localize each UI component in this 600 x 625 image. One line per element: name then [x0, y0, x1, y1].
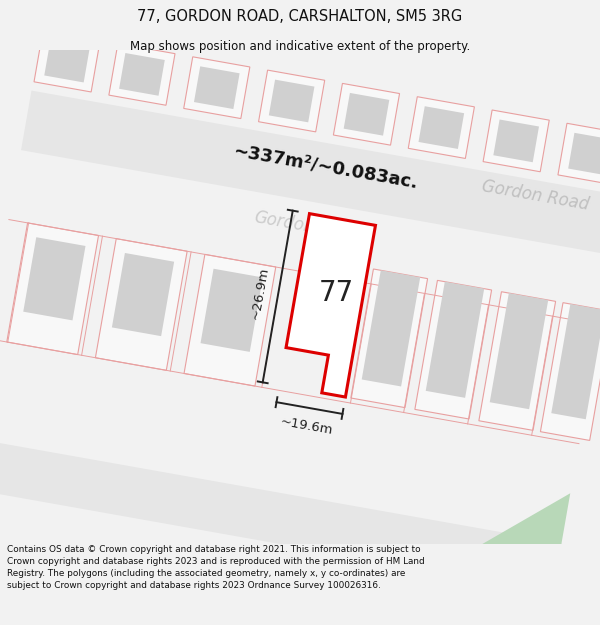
Text: 77, GORDON ROAD, CARSHALTON, SM5 3RG: 77, GORDON ROAD, CARSHALTON, SM5 3RG — [137, 9, 463, 24]
Polygon shape — [200, 269, 263, 352]
Polygon shape — [408, 97, 475, 159]
Text: 77: 77 — [319, 279, 354, 307]
Polygon shape — [551, 304, 600, 419]
Text: Map shows position and indicative extent of the property.: Map shows position and indicative extent… — [130, 40, 470, 52]
Polygon shape — [419, 106, 464, 149]
Polygon shape — [568, 132, 600, 176]
Polygon shape — [184, 254, 276, 386]
Polygon shape — [109, 44, 175, 105]
Polygon shape — [295, 232, 362, 331]
Text: Gordon: Gordon — [252, 208, 316, 236]
Polygon shape — [435, 493, 570, 592]
Polygon shape — [119, 53, 165, 96]
Polygon shape — [23, 238, 86, 321]
Polygon shape — [558, 123, 600, 185]
Text: Contains OS data © Crown copyright and database right 2021. This information is : Contains OS data © Crown copyright and d… — [7, 546, 425, 590]
Text: ~337m²/~0.083ac.: ~337m²/~0.083ac. — [232, 142, 419, 192]
Polygon shape — [541, 302, 600, 441]
Polygon shape — [194, 66, 239, 109]
Polygon shape — [286, 214, 376, 397]
Polygon shape — [112, 253, 174, 336]
Polygon shape — [426, 282, 484, 398]
Polygon shape — [259, 70, 325, 132]
Polygon shape — [269, 79, 314, 122]
Polygon shape — [362, 270, 420, 386]
Polygon shape — [493, 119, 539, 162]
Polygon shape — [415, 281, 491, 419]
Polygon shape — [479, 292, 556, 431]
Text: ~19.6m: ~19.6m — [279, 415, 334, 437]
Polygon shape — [483, 110, 549, 172]
Polygon shape — [344, 93, 389, 136]
Polygon shape — [21, 91, 600, 255]
Polygon shape — [184, 57, 250, 119]
Polygon shape — [334, 83, 400, 145]
Polygon shape — [7, 223, 98, 354]
Text: Gordon Road: Gordon Road — [480, 177, 590, 214]
Polygon shape — [351, 269, 428, 408]
Polygon shape — [0, 438, 562, 592]
Polygon shape — [95, 239, 187, 371]
Text: ~26.9m: ~26.9m — [249, 266, 271, 321]
Polygon shape — [34, 30, 100, 92]
Polygon shape — [44, 40, 90, 82]
Polygon shape — [490, 293, 548, 409]
